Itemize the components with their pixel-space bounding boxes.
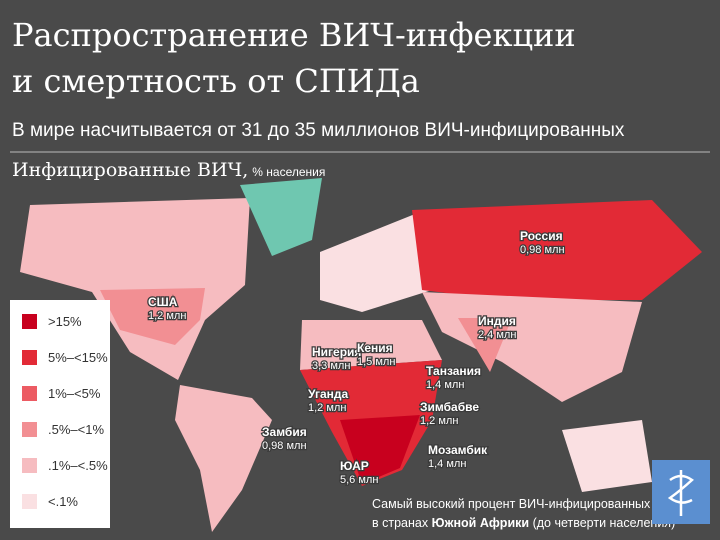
country-name: Нигерия	[312, 345, 361, 359]
legend-label: >15%	[48, 314, 82, 329]
legend-label: 1%–<5%	[48, 386, 101, 401]
southern-africa	[340, 415, 420, 484]
note-emphasis: Южной Африки	[432, 516, 529, 530]
legend-label: .5%–<1%	[48, 422, 104, 437]
country-value: 3,3 млн	[312, 360, 350, 372]
legend-swatch	[22, 386, 37, 401]
country-value: 1,4 млн	[428, 458, 466, 470]
country-value: 5,6 млн	[340, 474, 378, 486]
country-name: США	[148, 295, 178, 309]
note-line: Самый высокий процент ВИЧ-инфицированных	[372, 497, 651, 511]
world-map	[20, 178, 702, 532]
country-name: Кения	[357, 341, 393, 355]
map-label: Инфицированные ВИЧ, % населения	[12, 159, 325, 181]
legend-swatch	[22, 314, 37, 329]
legend-label: <.1%	[48, 494, 78, 509]
country-name: Индия	[478, 314, 516, 328]
russia	[412, 200, 702, 300]
north-africa	[300, 320, 442, 370]
europe	[320, 212, 432, 312]
country-name: Зимбабве	[420, 400, 479, 414]
country-name: ЮАР	[340, 459, 369, 473]
subtitle: В мире насчитывается от 31 до 35 миллион…	[12, 120, 625, 141]
note-text: (до четверти населения)	[533, 516, 676, 530]
greenland	[240, 178, 322, 256]
country-name: Мозамбик	[428, 443, 488, 457]
country-value: 2,4 млн	[478, 329, 516, 341]
country-value: 1,5 млн	[357, 356, 395, 368]
legend-swatch	[22, 494, 37, 509]
country-name: Уганда	[308, 387, 349, 401]
country-value: 1,4 млн	[426, 379, 464, 391]
legend-swatch	[22, 458, 37, 473]
country-name: Замбия	[262, 425, 307, 439]
country-value: 0,98 млн	[262, 440, 307, 452]
india	[458, 318, 512, 372]
country-name: Россия	[520, 229, 563, 243]
caduceus	[667, 470, 694, 516]
map-label-text: Инфицированные ВИЧ,	[12, 159, 248, 181]
usa	[100, 288, 205, 345]
country-value: 1,2 млн	[420, 415, 458, 427]
note-text: в странах	[372, 516, 429, 530]
legend-swatch	[22, 422, 37, 437]
legend-label: .1%–<.5%	[48, 458, 108, 473]
north-america	[20, 198, 250, 380]
legend-box	[10, 300, 110, 528]
legend-swatch	[22, 350, 37, 365]
australia	[562, 420, 652, 492]
south-america	[175, 385, 272, 532]
country-value: 1,2 млн	[308, 402, 346, 414]
map-unit: % населения	[252, 165, 325, 179]
country-value: 0,98 млн	[520, 244, 565, 256]
legend: >15% 5%–<15% 1%–<5% .5%–<1% .1%–<.5% <.1%	[22, 314, 108, 509]
country-value: 1,2 млн	[148, 310, 186, 322]
title-line: и смертность от СПИДа	[12, 62, 420, 100]
legend-label: 5%–<15%	[48, 350, 108, 365]
title-line: Распространение ВИЧ-инфекции	[12, 16, 576, 54]
note-line: в странах Южной Африки (до четверти насе…	[372, 516, 675, 530]
country-name: Танзания	[426, 364, 481, 378]
